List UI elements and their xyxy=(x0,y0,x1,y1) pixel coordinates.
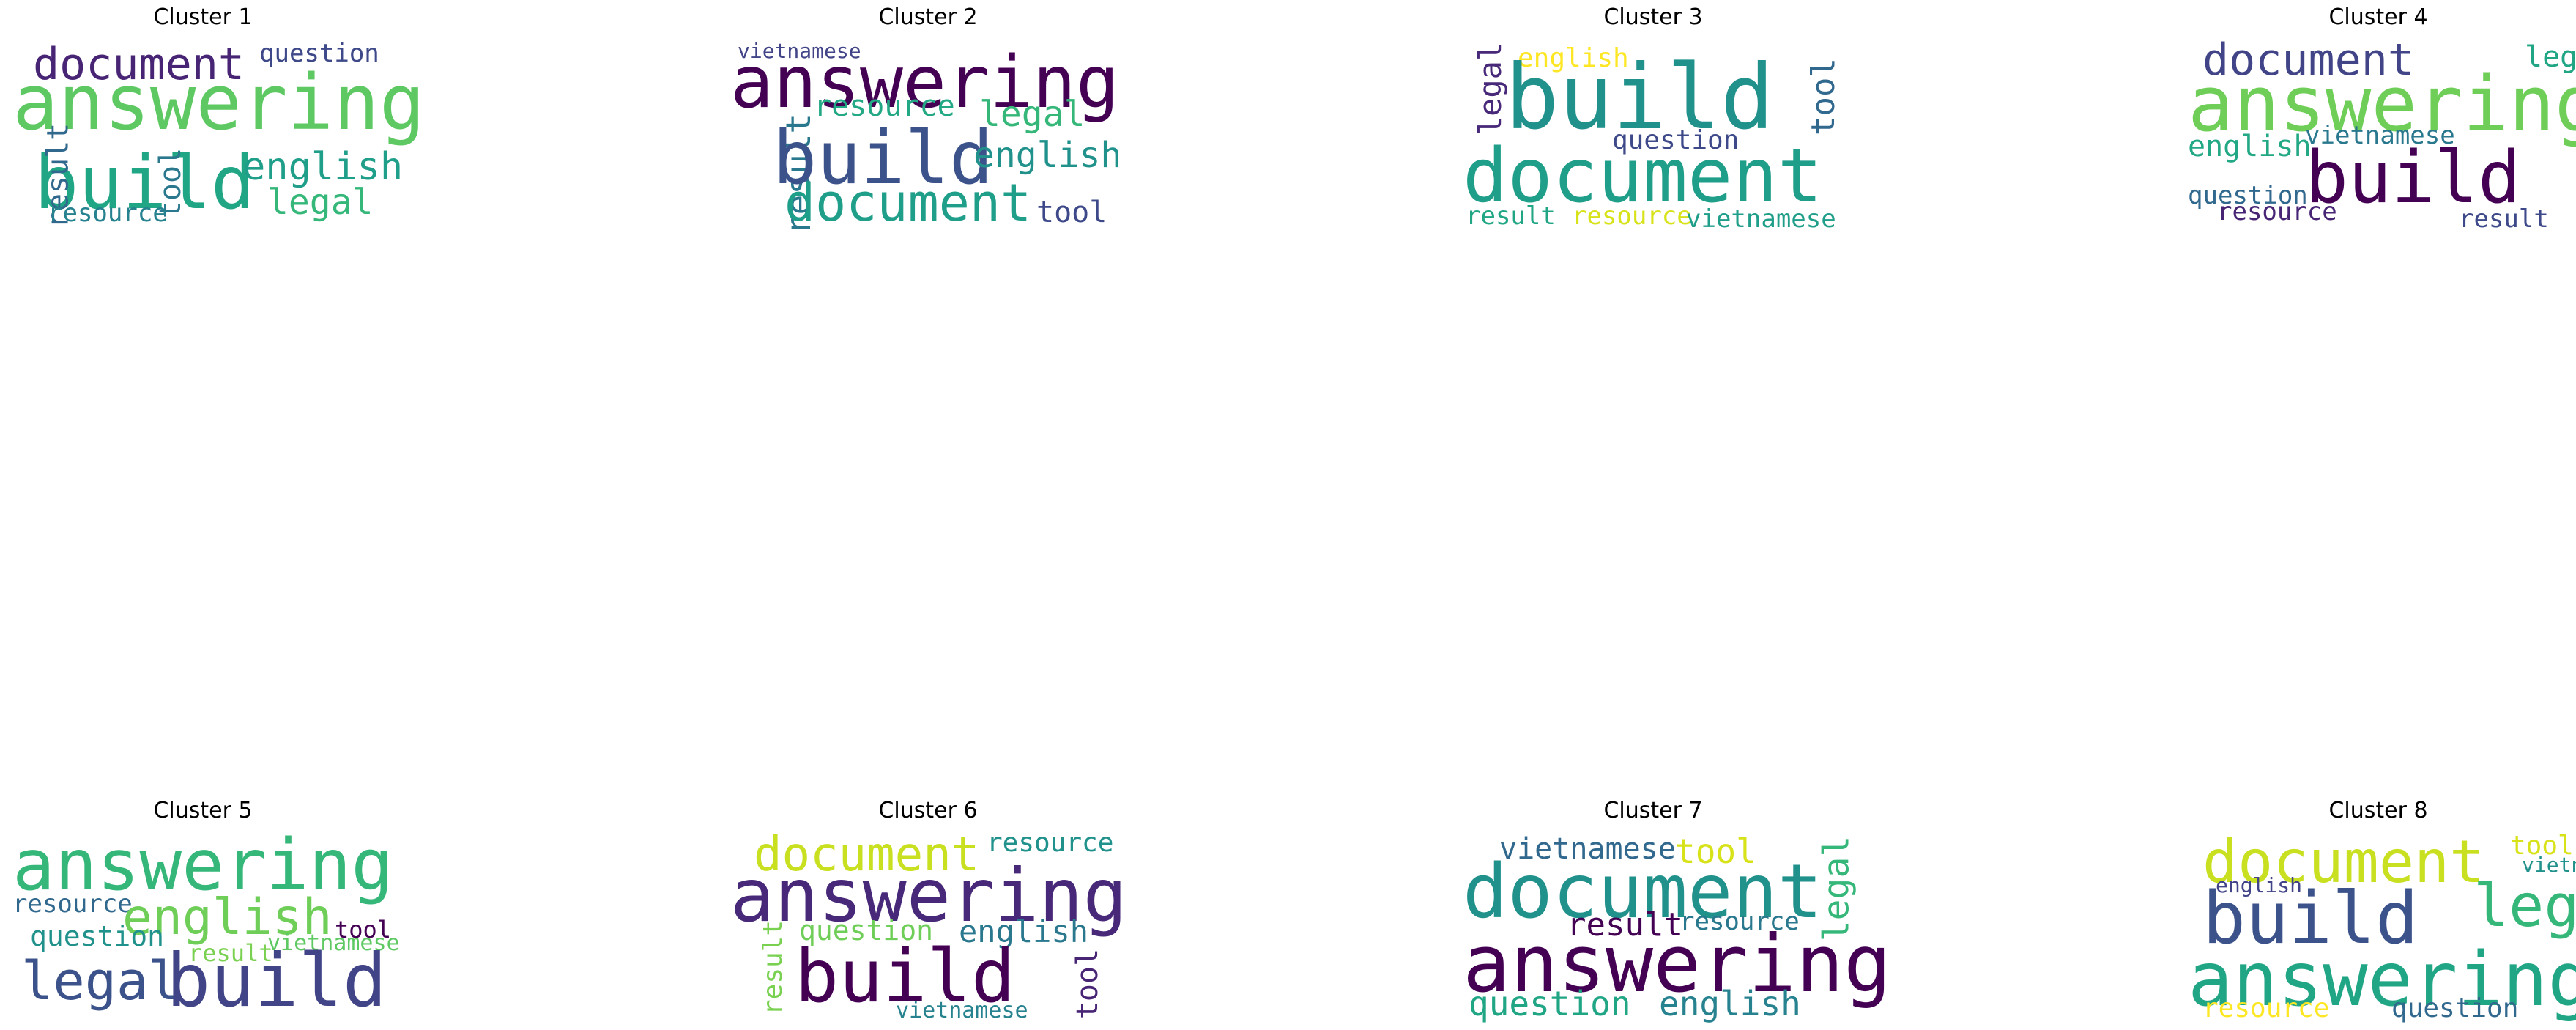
word-english: english xyxy=(242,145,404,189)
word-vietnamese: vietnamese xyxy=(1686,204,1836,234)
cluster-title: Cluster 1 xyxy=(153,4,253,30)
word-answering: answering xyxy=(12,58,426,147)
cluster-panel-7: Cluster 7 vietnamese tool document legal resu… xyxy=(1463,798,1891,1020)
cluster-title: Cluster 3 xyxy=(1603,4,1703,30)
cluster-title: Cluster 6 xyxy=(878,798,978,823)
word-tool: tool xyxy=(1071,948,1105,1020)
cluster-panel-6: Cluster 6 document resource answering questi… xyxy=(730,798,1127,1022)
word-build: build xyxy=(34,140,256,226)
word-result: result xyxy=(2459,204,2549,234)
word-resource: resource xyxy=(48,199,168,228)
word-build: build xyxy=(2305,136,2522,220)
word-english: english xyxy=(2216,873,2303,897)
word-tool: tool xyxy=(1675,831,1756,871)
word-question: question xyxy=(30,920,165,952)
word-answering: answering xyxy=(1463,919,1892,1010)
word-answering: answering xyxy=(2188,936,2576,1023)
word-answering: answering xyxy=(12,824,394,906)
word-resource: resource xyxy=(12,889,133,919)
word-legal: legal xyxy=(21,950,180,1012)
word-vietnamese: vietnamese xyxy=(2305,121,2455,150)
word-english: english xyxy=(973,135,1122,176)
word-document: document xyxy=(1463,848,1823,935)
cluster-title: Cluster 7 xyxy=(1603,798,1703,823)
word-resource: resource xyxy=(814,89,955,123)
word-legal: legal xyxy=(267,182,374,223)
word-question: question xyxy=(259,39,379,68)
word-legal: legal xyxy=(979,94,1085,135)
word-english: english xyxy=(1518,43,1629,73)
word-answering: answering xyxy=(730,853,1127,938)
word-legal: legal xyxy=(1472,42,1509,136)
word-tool: tool xyxy=(1036,196,1107,229)
cluster-title: Cluster 4 xyxy=(2328,4,2428,30)
word-english: english xyxy=(2188,130,2312,163)
word-english: english xyxy=(1659,984,1801,1023)
word-answering: answering xyxy=(730,41,1120,125)
word-resource: resource xyxy=(1572,201,1692,231)
word-english: english xyxy=(122,889,333,946)
word-question: question xyxy=(1612,125,1740,155)
word-vietnamese: vietnamese xyxy=(1499,832,1676,866)
word-resource: resource xyxy=(987,828,1114,858)
word-build: build xyxy=(1505,45,1775,149)
word-question: question xyxy=(2391,993,2519,1023)
word-legal: legal xyxy=(2473,872,2576,940)
word-legal: legal xyxy=(2525,40,2576,74)
word-build: build xyxy=(773,115,994,201)
word-result: result xyxy=(1567,906,1683,944)
cluster-panel-3: Cluster 3 english legal build tool question do… xyxy=(1463,4,1844,231)
word-document: document xyxy=(33,39,245,90)
word-tool: tool xyxy=(2510,831,2574,861)
word-document: document xyxy=(2202,828,2485,896)
cluster-panel-1: Cluster 1 document question answering build t… xyxy=(12,4,426,229)
word-vietnamese: vietnamese xyxy=(2522,853,2576,877)
cluster-panel-4: Cluster 4 document legalansweringvietnames… xyxy=(2188,4,2576,231)
word-tool: tool xyxy=(335,916,392,944)
cluster-panel-2: Cluster 2 vietnamese answering resource lega… xyxy=(730,4,1122,236)
word-document: document xyxy=(1463,133,1823,220)
word-document: document xyxy=(754,828,980,882)
cluster-title: Cluster 8 xyxy=(2328,798,2428,823)
word-question: question xyxy=(1469,984,1631,1023)
word-build: build xyxy=(2202,877,2419,960)
word-resource: resource xyxy=(2202,993,2330,1023)
cluster-title: Cluster 2 xyxy=(878,4,978,30)
word-build: build xyxy=(795,933,1016,1019)
word-vietnamese: vietnamese xyxy=(267,930,400,956)
word-result: result xyxy=(188,939,273,967)
word-question: question xyxy=(2188,181,2308,210)
word-cloud: document question answering build tool englis… xyxy=(12,7,426,229)
word-answering: answering xyxy=(2188,59,2576,149)
word-cloud: vietnamese tool document legal result resourc… xyxy=(1463,801,1891,1020)
word-resource: resource xyxy=(1679,907,1800,936)
word-document: document xyxy=(2202,34,2414,86)
word-result: result xyxy=(758,919,789,1016)
word-cloud: english legal build tool question document res… xyxy=(1463,7,1844,231)
word-document: document xyxy=(784,173,1032,233)
word-vietnamese: vietnamese xyxy=(896,998,1028,1023)
word-cloud: document legalansweringvietnameseenglishb… xyxy=(2188,7,2576,231)
word-build: build xyxy=(166,938,387,1023)
word-cloud: document resource answering question english… xyxy=(730,801,1127,1022)
word-tool: tool xyxy=(1804,58,1842,136)
word-resource: resource xyxy=(2217,197,2337,226)
word-question: question xyxy=(799,914,934,946)
word-english: english xyxy=(959,914,1089,949)
cluster-title: Cluster 5 xyxy=(153,798,253,823)
word-cloud: vietnamese answering resource legal result bu… xyxy=(730,7,1122,236)
word-result: result xyxy=(1466,201,1556,231)
word-cloud: answering resource english tool question resu… xyxy=(12,801,400,1018)
word-vietnamese: vietnamese xyxy=(738,39,861,63)
cluster-panel-5: Cluster 5 answering resource english tool que… xyxy=(12,798,400,1018)
